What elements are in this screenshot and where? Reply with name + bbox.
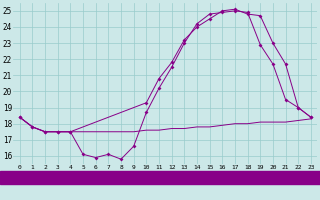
X-axis label: Windchill (Refroidissement éolien,°C): Windchill (Refroidissement éolien,°C) [73, 173, 258, 182]
